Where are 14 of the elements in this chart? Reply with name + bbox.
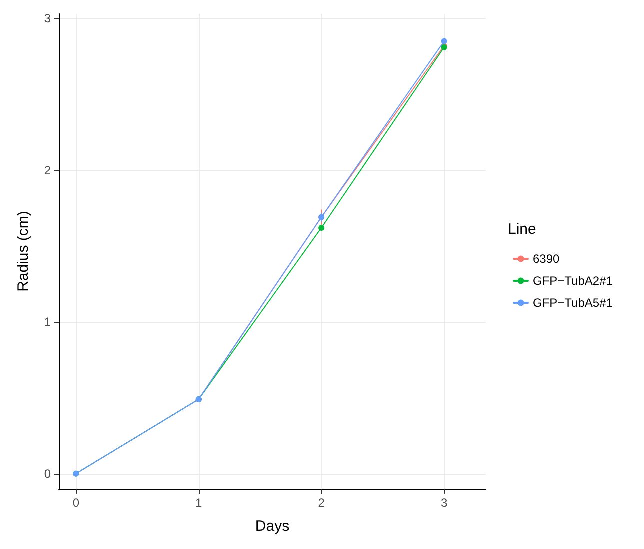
legend-label: GFP−TubA2#1 [533, 274, 614, 288]
x-tick-label: 3 [440, 496, 448, 510]
x-tick-label: 0 [72, 496, 80, 510]
x-tick-label: 1 [196, 496, 203, 510]
y-tick-label: 1 [44, 315, 52, 330]
y-tick-label: 2 [44, 163, 52, 178]
legend-title: Line [508, 221, 536, 238]
x-axis-title: Days [255, 518, 290, 535]
y-tick-label: 3 [44, 12, 52, 26]
y-tick-label: 0 [44, 466, 52, 481]
legend-label: GFP−TubA5#1 [533, 296, 614, 310]
x-tick-label: 2 [318, 496, 326, 510]
y-axis-title: Radius (cm) [15, 211, 32, 292]
legend-label: 6390 [533, 252, 560, 266]
